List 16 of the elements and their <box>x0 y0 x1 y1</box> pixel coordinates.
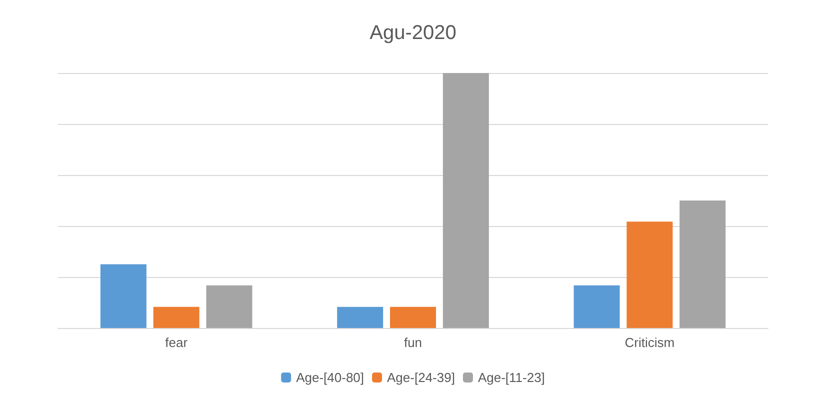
x-tick-label: Criticism <box>624 335 675 350</box>
bar <box>442 73 489 328</box>
chart-title: Agu-2020 <box>370 22 456 44</box>
bar <box>206 285 252 328</box>
bar <box>153 306 200 328</box>
legend-label: Age-[11-23] <box>478 370 545 385</box>
x-tick-label: fear <box>165 335 188 350</box>
bar <box>680 200 726 328</box>
legend-label: Age-[40-80] <box>296 370 364 385</box>
x-tick-label: fun <box>404 335 422 350</box>
bar <box>337 306 384 328</box>
bar <box>626 222 673 328</box>
bar <box>100 264 146 328</box>
bar <box>390 306 436 328</box>
legend-label: Age-[24-39] <box>387 370 455 385</box>
bar <box>574 285 620 328</box>
